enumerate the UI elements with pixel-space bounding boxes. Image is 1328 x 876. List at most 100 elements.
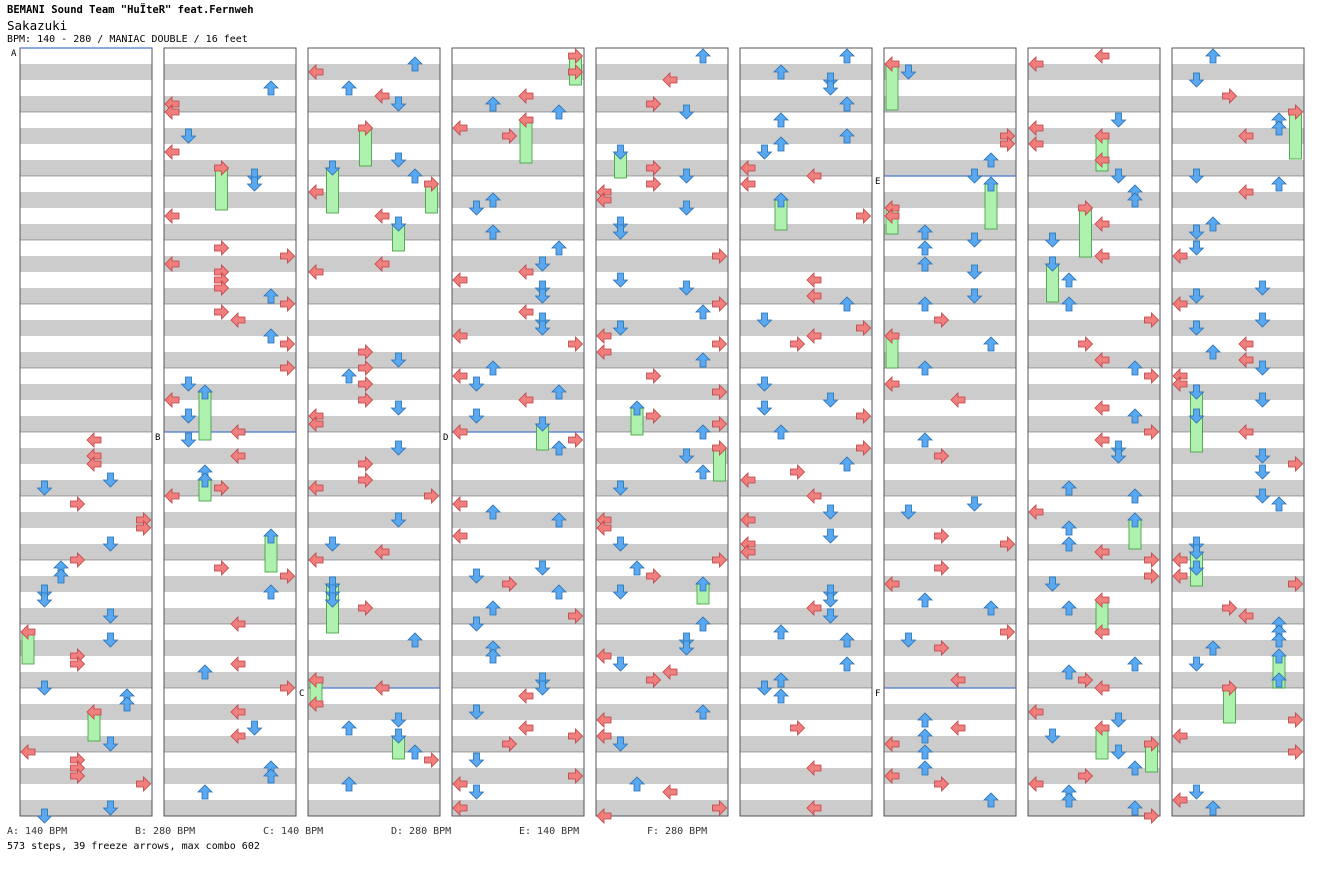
bpm-marker-label: D xyxy=(443,433,448,443)
arrow-down-icon xyxy=(1188,320,1205,336)
arrow-down-icon xyxy=(246,720,263,736)
arrow-left-icon xyxy=(20,744,36,760)
arrow-down-icon xyxy=(966,264,983,280)
arrow-left-icon xyxy=(596,512,612,528)
arrow-left-icon xyxy=(452,496,468,512)
arrow-left-icon xyxy=(806,168,822,184)
arrow-up-icon xyxy=(1127,512,1143,528)
measure-band xyxy=(1172,288,1304,304)
measure-band xyxy=(596,736,728,752)
arrow-left-icon xyxy=(1238,608,1254,624)
arrow-right-icon xyxy=(856,440,872,456)
arrow-left-icon xyxy=(308,672,324,688)
arrow-left-icon xyxy=(1172,792,1188,808)
measure-band xyxy=(740,672,872,688)
arrow-left-icon xyxy=(518,112,534,128)
measure-band xyxy=(1172,512,1304,528)
arrow-left-icon xyxy=(164,144,180,160)
measure-band xyxy=(884,160,1016,176)
measure-band xyxy=(1028,608,1160,624)
measure-band xyxy=(308,512,440,528)
arrow-left-icon xyxy=(518,264,534,280)
arrow-right-icon xyxy=(712,440,728,456)
arrow-down-icon xyxy=(180,376,197,392)
arrow-up-icon xyxy=(917,432,933,448)
measure-band xyxy=(596,256,728,272)
arrow-left-icon xyxy=(308,696,324,712)
arrow-down-icon xyxy=(1188,784,1205,800)
arrow-right-icon xyxy=(646,568,662,584)
arrow-left-icon xyxy=(950,720,966,736)
arrow-down-icon xyxy=(612,656,629,672)
arrow-right-icon xyxy=(214,304,230,320)
arrow-down-icon xyxy=(534,672,551,688)
arrow-down-icon xyxy=(390,352,407,368)
arrow-up-icon xyxy=(485,600,501,616)
chart-stats: 573 steps, 39 freeze arrows, max combo 6… xyxy=(7,841,260,852)
arrow-up-icon xyxy=(1127,360,1143,376)
measure-band xyxy=(20,544,152,560)
measure-band xyxy=(884,320,1016,336)
measure-band xyxy=(740,512,872,528)
arrow-left-icon xyxy=(596,344,612,360)
arrow-down-icon xyxy=(822,608,839,624)
bpm-legend-b: B: 280 BPM xyxy=(135,826,196,837)
arrow-right-icon xyxy=(424,176,440,192)
measure-band xyxy=(884,512,1016,528)
measure-band xyxy=(452,672,584,688)
measure-band xyxy=(308,352,440,368)
arrow-up-icon xyxy=(839,456,855,472)
arrow-right-icon xyxy=(712,416,728,432)
arrow-up-icon xyxy=(341,720,357,736)
measure-band xyxy=(596,128,728,144)
arrow-left-icon xyxy=(806,600,822,616)
arrow-down-icon xyxy=(1254,312,1271,328)
measure-band xyxy=(596,704,728,720)
measure-band xyxy=(1028,736,1160,752)
arrow-down-icon xyxy=(468,784,485,800)
measure-band xyxy=(20,512,152,528)
arrow-right-icon xyxy=(856,320,872,336)
arrow-left-icon xyxy=(1238,184,1254,200)
arrow-down-icon xyxy=(900,64,917,80)
measure-band xyxy=(452,640,584,656)
measure-band xyxy=(1028,128,1160,144)
arrow-up-icon xyxy=(695,48,711,64)
arrow-down-icon xyxy=(822,392,839,408)
measure-band xyxy=(740,640,872,656)
measure-band xyxy=(740,256,872,272)
arrow-left-icon xyxy=(308,264,324,280)
measure-band xyxy=(164,352,296,368)
arrow-left-icon xyxy=(806,488,822,504)
song-artist: BEMANI Sound Team "HuΪteR" feat.Fernweh xyxy=(7,4,254,16)
measure-band xyxy=(308,160,440,176)
arrow-right-icon xyxy=(70,552,86,568)
measure-band xyxy=(452,704,584,720)
arrow-left-icon xyxy=(1094,128,1110,144)
arrow-left-icon xyxy=(452,528,468,544)
arrow-left-icon xyxy=(1172,552,1188,568)
arrow-left-icon xyxy=(518,720,534,736)
arrow-down-icon xyxy=(966,232,983,248)
arrow-down-icon xyxy=(1254,464,1271,480)
arrow-down-icon xyxy=(612,216,629,232)
arrow-left-icon xyxy=(596,648,612,664)
arrow-down-icon xyxy=(468,568,485,584)
arrow-up-icon xyxy=(197,384,213,400)
measure-band xyxy=(20,96,152,112)
arrow-left-icon xyxy=(740,160,756,176)
measure-band xyxy=(884,704,1016,720)
measure-band xyxy=(1172,224,1304,240)
arrow-down-icon xyxy=(1254,280,1271,296)
arrow-down-icon xyxy=(1254,488,1271,504)
arrow-down-icon xyxy=(822,528,839,544)
arrow-right-icon xyxy=(280,248,296,264)
song-meta: BPM: 140 - 280 / MANIAC DOUBLE / 16 feet xyxy=(7,34,248,45)
arrow-up-icon xyxy=(917,224,933,240)
measure-band xyxy=(308,224,440,240)
arrow-up-icon xyxy=(695,616,711,632)
measure-band xyxy=(1028,224,1160,240)
arrow-down-icon xyxy=(966,168,983,184)
arrow-down-icon xyxy=(468,408,485,424)
arrow-up-icon xyxy=(1271,120,1287,136)
